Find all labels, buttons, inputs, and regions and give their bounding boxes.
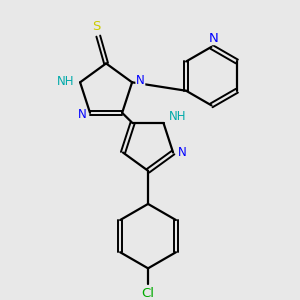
Text: N: N bbox=[178, 146, 187, 159]
Text: N: N bbox=[77, 108, 86, 121]
Text: S: S bbox=[92, 20, 100, 33]
Text: N: N bbox=[208, 32, 218, 45]
Text: Cl: Cl bbox=[142, 287, 154, 300]
Text: N: N bbox=[136, 74, 145, 87]
Text: NH: NH bbox=[57, 75, 74, 88]
Text: NH: NH bbox=[168, 110, 186, 123]
